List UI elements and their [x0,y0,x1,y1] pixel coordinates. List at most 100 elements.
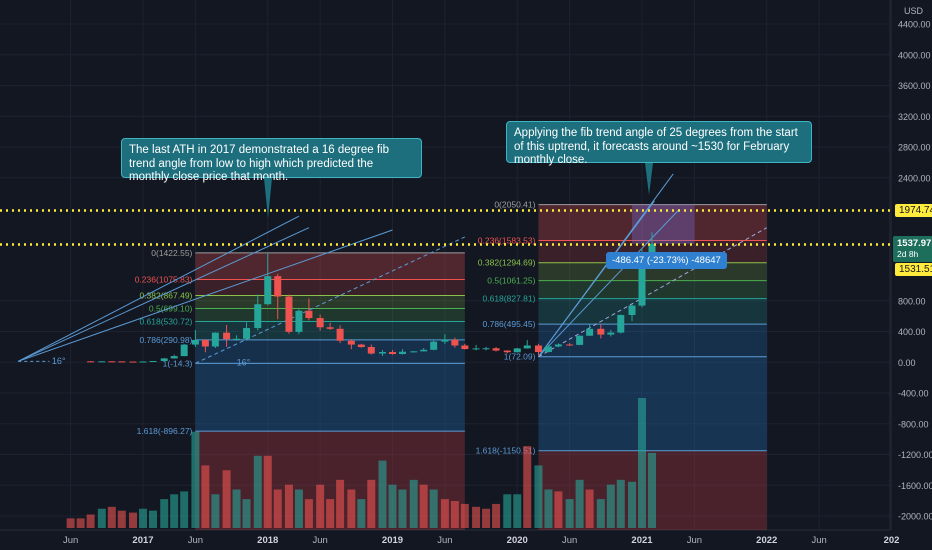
volume-bar [148,510,157,528]
candle-body[interactable] [316,318,324,328]
candle-body[interactable] [472,348,480,350]
candle-body[interactable] [243,328,251,339]
candle-body[interactable] [586,328,594,336]
candle-body[interactable] [430,341,438,350]
candle-body[interactable] [607,332,615,335]
trend-angle-line-2017 [18,215,300,362]
volume-bar [367,479,376,528]
candle-body[interactable] [566,344,574,346]
candle-body[interactable] [160,358,168,362]
annotation-2017-tail [264,178,272,218]
candle-body[interactable] [492,348,500,351]
annotation-2017[interactable]: The last ATH in 2017 demonstrated a 16 d… [121,138,422,183]
volume-bar [357,499,366,528]
y-tick-label: 4000.00 [898,50,931,60]
candle-body[interactable] [628,305,636,315]
candle-body[interactable] [617,314,625,333]
candle-body[interactable] [410,351,418,353]
trend-angle-dashed-2021 [538,227,767,358]
candle-body[interactable] [264,276,272,305]
candle-body[interactable] [420,349,428,352]
candle-body[interactable] [233,338,241,340]
volume-bar [273,489,282,528]
candle-body[interactable] [191,339,199,345]
candle-body[interactable] [367,347,375,354]
candle-body[interactable] [254,304,262,329]
candle-body[interactable] [180,344,188,357]
current-price-tag: 1537.97 2d 8h [893,236,932,262]
annotation-2021-tail [645,163,653,195]
candle-body[interactable] [139,361,147,363]
candle-body[interactable] [482,348,490,350]
candle-body[interactable] [87,361,95,363]
fib-2017-zone [195,321,465,340]
volume-bar [472,506,481,528]
volume-bar [429,489,438,528]
candle-body[interactable] [108,361,116,363]
candle-body[interactable] [336,328,344,341]
fib-2017-level-label: 1.618(-896.27) [137,426,193,436]
fib-2021-level-label: 0.618(827.81) [483,294,536,304]
annotation-2021[interactable]: Applying the fib trend angle of 25 degre… [506,121,812,166]
candle-body[interactable] [223,332,231,340]
dotted-line-label-1974: 1974.74 [895,204,932,217]
candle-body[interactable] [534,345,542,353]
candle-body[interactable] [576,335,584,345]
volume-bar [378,460,387,528]
volume-bar [129,512,138,528]
candle-body[interactable] [461,345,469,350]
candle-body[interactable] [274,276,282,297]
candle-body[interactable] [597,328,605,335]
y-tick-label: 0.00 [898,358,916,368]
volume-bar [211,494,220,528]
candle-body[interactable] [98,361,106,363]
y-tick-label: 400.00 [898,327,926,337]
candle-body[interactable] [295,310,303,332]
candle-body[interactable] [305,310,313,319]
candle-body[interactable] [523,345,531,349]
annotation-2021-text: Applying the fib trend angle of 25 degre… [514,127,798,166]
y-tick-label: 2400.00 [898,173,931,183]
candle-body[interactable] [441,339,449,342]
candle-body[interactable] [170,356,178,359]
x-tick-label: 2022 [756,535,777,546]
trend-angle-label: 16° [237,357,251,367]
candle-body[interactable] [326,327,334,329]
volume-bar [316,484,325,528]
y-tick-label: -1600.00 [898,481,932,491]
fib-2017-level-label: 0.382(867.49) [139,291,192,301]
volume-bar [450,501,459,528]
volume-bar [647,452,656,528]
candle-body[interactable] [379,352,387,354]
candle-body[interactable] [285,296,293,332]
candle-body[interactable] [118,361,126,363]
x-tick-label: Jun [687,535,702,546]
candle-body[interactable] [638,261,646,306]
fib-2017-level-label: 0.786(290.98) [139,335,192,345]
volume-bar [482,508,491,528]
candle-body[interactable] [389,352,396,355]
fib-2021-zone [538,324,767,357]
candle-body[interactable] [398,351,406,355]
volume-bar [544,489,553,528]
candle-body[interactable] [211,332,219,347]
candle-body[interactable] [357,344,365,348]
x-tick-label: 2020 [507,535,528,546]
candle-body[interactable] [201,339,209,347]
candle-body[interactable] [451,339,459,346]
candle-body[interactable] [554,344,562,347]
x-tick-label: Jun [188,535,203,546]
candle-body[interactable] [513,348,521,353]
volume-bar [139,508,147,528]
volume-bar [304,499,313,528]
volume-bar [160,499,169,528]
y-tick-label: 3600.00 [898,81,931,91]
fib-2017-level-label: 1(-14.3) [163,358,193,368]
volume-bar [585,489,594,528]
candle-body[interactable] [129,361,137,363]
candle-body[interactable] [347,340,355,345]
candle-body[interactable] [503,350,511,353]
candle-body[interactable] [149,361,157,363]
candle-body[interactable] [544,346,552,353]
